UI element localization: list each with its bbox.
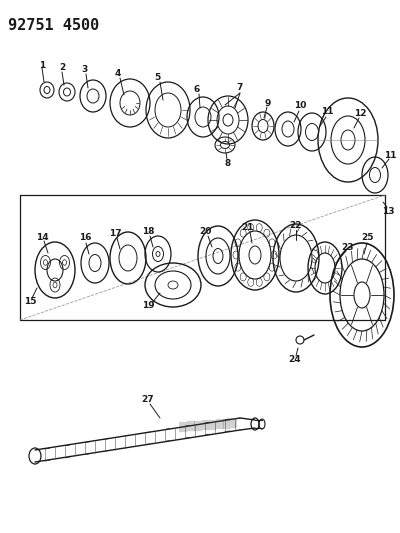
Text: 13: 13 xyxy=(382,207,394,216)
Text: 23: 23 xyxy=(342,243,354,252)
Text: 9: 9 xyxy=(265,99,271,108)
Text: 16: 16 xyxy=(79,233,91,243)
Text: 11: 11 xyxy=(384,150,396,159)
Text: 4: 4 xyxy=(115,69,121,78)
Text: 12: 12 xyxy=(354,109,366,117)
Text: 11: 11 xyxy=(321,108,333,117)
Text: 22: 22 xyxy=(290,222,302,230)
Text: 6: 6 xyxy=(194,85,200,94)
Text: 21: 21 xyxy=(242,223,254,232)
Text: 7: 7 xyxy=(237,84,243,93)
Text: 20: 20 xyxy=(199,228,211,237)
Text: 3: 3 xyxy=(82,66,88,75)
Text: 17: 17 xyxy=(109,230,121,238)
Text: 2: 2 xyxy=(59,63,65,72)
Text: 24: 24 xyxy=(289,356,301,365)
Text: 10: 10 xyxy=(294,101,306,110)
Text: 1: 1 xyxy=(39,61,45,69)
Text: 92751 4500: 92751 4500 xyxy=(8,18,99,33)
Text: 14: 14 xyxy=(36,232,48,241)
Text: 18: 18 xyxy=(142,228,154,237)
Text: 5: 5 xyxy=(154,74,160,83)
Text: 27: 27 xyxy=(142,395,154,405)
Text: 19: 19 xyxy=(142,301,154,310)
Text: 15: 15 xyxy=(24,297,36,306)
Text: 8: 8 xyxy=(225,158,231,167)
Text: 25: 25 xyxy=(362,233,374,243)
